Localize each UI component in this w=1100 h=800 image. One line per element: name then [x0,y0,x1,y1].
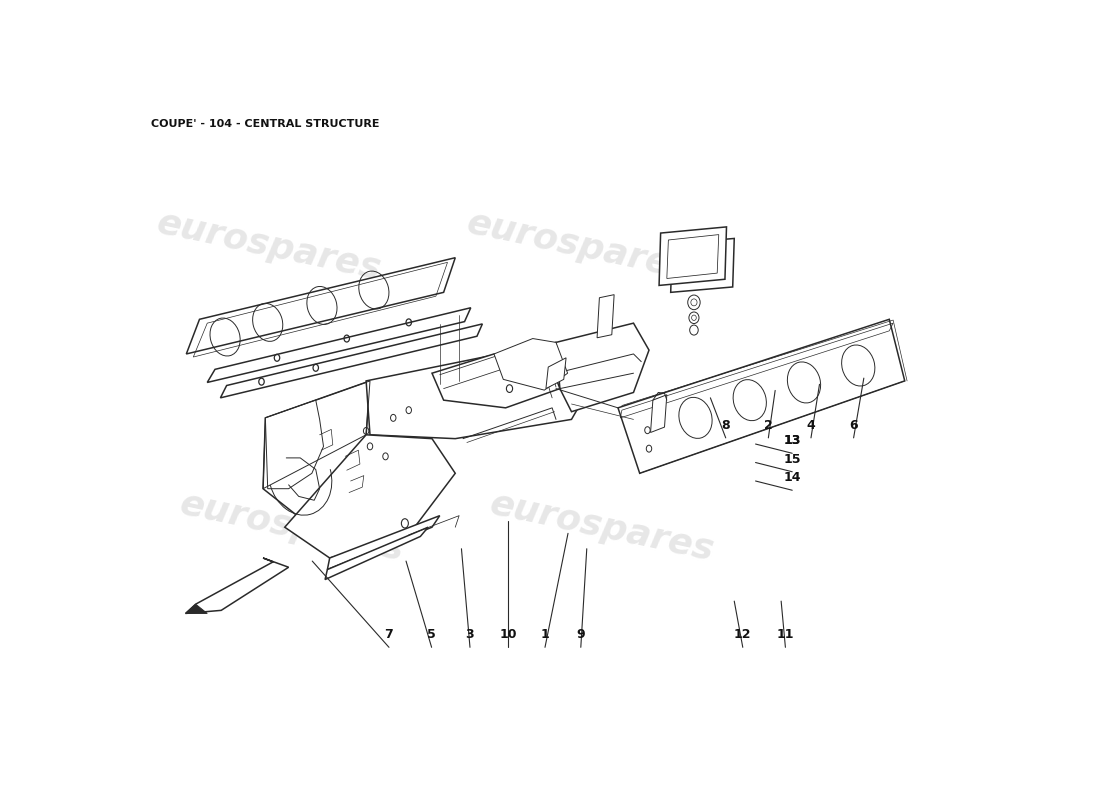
Polygon shape [494,338,568,390]
Polygon shape [186,558,288,614]
Polygon shape [659,227,726,286]
Text: 1: 1 [540,628,549,641]
Text: 3: 3 [465,628,474,641]
Text: 11: 11 [777,628,794,641]
Text: 13: 13 [783,434,801,447]
Polygon shape [618,319,904,474]
Polygon shape [556,323,649,412]
Polygon shape [366,342,603,438]
Polygon shape [546,358,566,389]
Polygon shape [328,516,440,570]
Polygon shape [186,604,207,614]
Text: 14: 14 [783,471,801,484]
Polygon shape [263,381,370,534]
Text: 10: 10 [499,628,517,641]
Polygon shape [326,527,428,579]
Text: 9: 9 [576,628,585,641]
Polygon shape [265,400,323,489]
Polygon shape [207,308,471,382]
Text: eurospares: eurospares [177,487,408,567]
Polygon shape [285,435,455,558]
Polygon shape [220,324,483,398]
Text: 13: 13 [783,434,801,447]
Text: 12: 12 [734,628,751,641]
Polygon shape [650,394,667,433]
Text: 4: 4 [806,418,815,432]
Text: eurospares: eurospares [464,206,694,286]
Text: eurospares: eurospares [487,487,718,567]
Text: 8: 8 [722,418,730,432]
Polygon shape [432,354,560,408]
Text: 5: 5 [427,628,436,641]
Polygon shape [186,258,455,354]
Text: 7: 7 [385,628,394,641]
Text: eurospares: eurospares [154,206,385,286]
Polygon shape [597,294,614,338]
Text: COUPE' - 104 - CENTRAL STRUCTURE: COUPE' - 104 - CENTRAL STRUCTURE [152,119,380,129]
Text: 6: 6 [849,418,858,432]
Text: 2: 2 [764,418,772,432]
Polygon shape [671,238,735,292]
Text: 15: 15 [783,453,801,466]
